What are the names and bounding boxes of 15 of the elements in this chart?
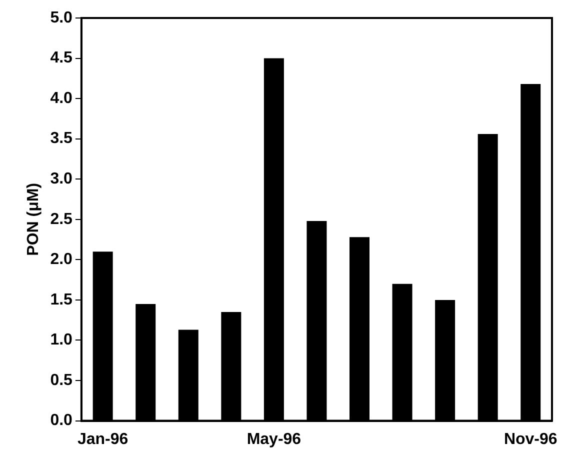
y-tick-label: 5.0: [50, 9, 73, 26]
y-tick-label: 4.0: [50, 90, 73, 107]
y-tick-label: 2.5: [50, 210, 73, 228]
x-tick-label: May-96: [246, 430, 302, 448]
y-tick-label: 4.5: [50, 50, 73, 67]
y-tick-label: 1.5: [50, 291, 73, 308]
y-axis-title: PON (μM): [25, 182, 42, 256]
y-tick-label: 1.0: [50, 332, 73, 349]
x-tick-label: Nov-96: [504, 430, 558, 448]
y-tick-label: 2.0: [50, 251, 73, 268]
x-tick-label: Jan-96: [77, 430, 128, 448]
y-tick-label: 3.0: [50, 170, 73, 188]
y-tick-label: 0.0: [50, 412, 73, 430]
y-tick-label: 0.5: [50, 372, 73, 389]
y-tick-label: 3.5: [50, 130, 73, 148]
